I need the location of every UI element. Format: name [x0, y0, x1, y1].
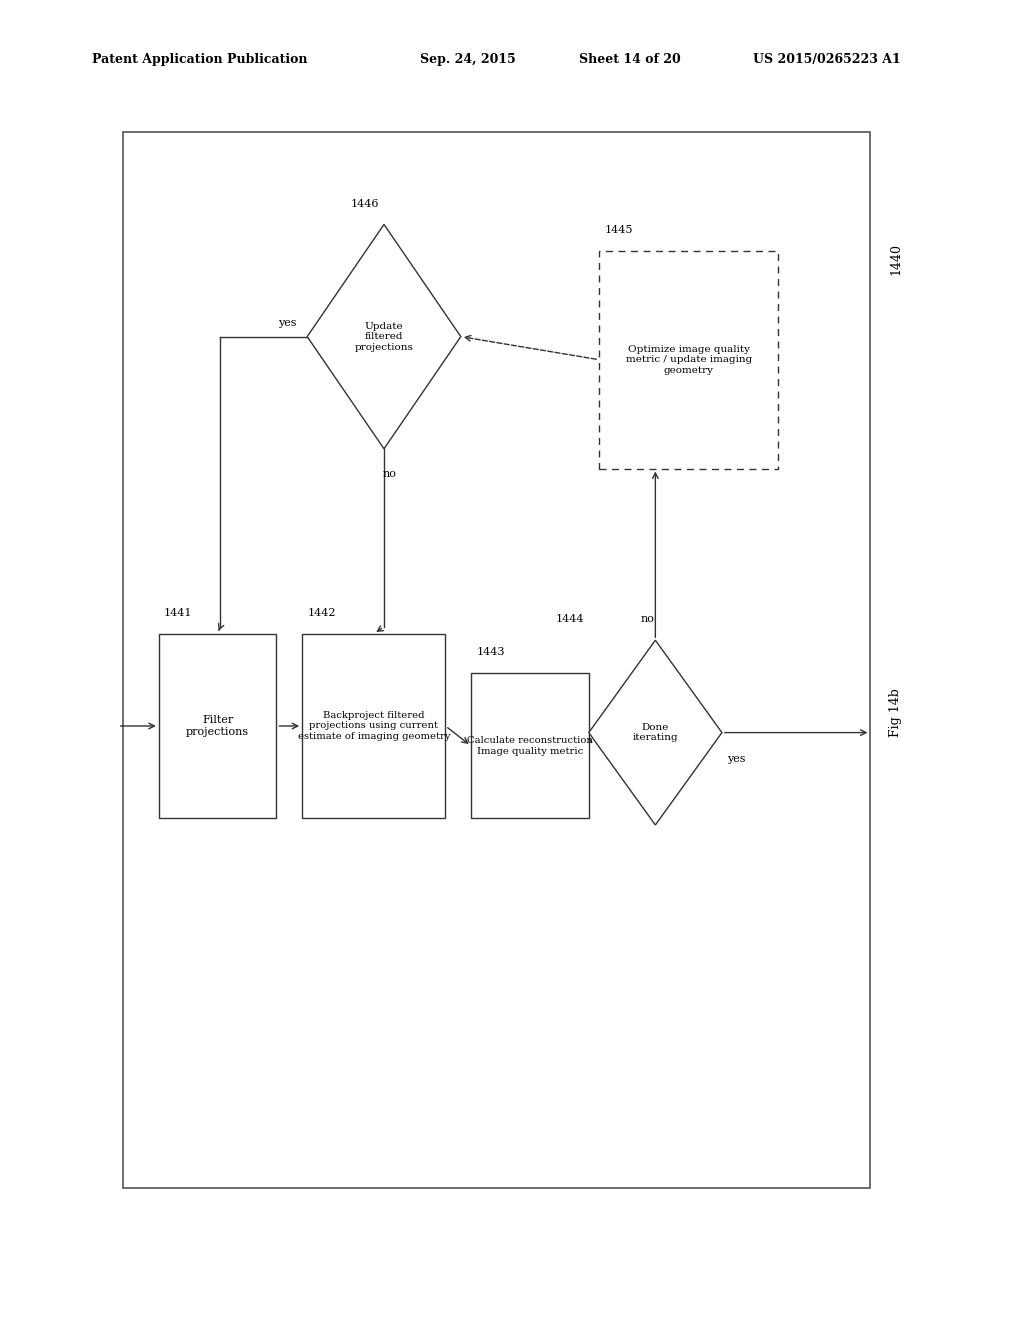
Text: 1444: 1444 — [555, 614, 584, 624]
Bar — [302, 634, 445, 818]
Text: Filter
projections: Filter projections — [186, 715, 249, 737]
Text: no: no — [640, 614, 654, 624]
Polygon shape — [589, 640, 722, 825]
Text: Sep. 24, 2015: Sep. 24, 2015 — [420, 53, 516, 66]
Polygon shape — [307, 224, 461, 449]
Text: Patent Application Publication: Patent Application Publication — [92, 53, 307, 66]
Text: 1440: 1440 — [890, 243, 902, 275]
Text: 1446: 1446 — [350, 198, 379, 209]
Text: Fig 14b: Fig 14b — [890, 688, 902, 738]
Text: 1442: 1442 — [307, 607, 336, 618]
Bar — [159, 634, 276, 818]
Text: 1445: 1445 — [604, 224, 633, 235]
Text: yes: yes — [727, 754, 745, 764]
Text: 1443: 1443 — [476, 647, 505, 657]
Text: Update
filtered
projections: Update filtered projections — [354, 322, 414, 351]
Text: Done
iterating: Done iterating — [633, 723, 678, 742]
Text: US 2015/0265223 A1: US 2015/0265223 A1 — [753, 53, 900, 66]
Bar — [471, 673, 589, 818]
Text: Optimize image quality
metric / update imaging
geometry: Optimize image quality metric / update i… — [626, 345, 752, 375]
Text: Backproject filtered
projections using current
estimate of imaging geometry: Backproject filtered projections using c… — [298, 711, 450, 741]
Text: Calculate reconstruction
Image quality metric: Calculate reconstruction Image quality m… — [467, 737, 593, 755]
Text: no: no — [382, 469, 396, 479]
Text: Sheet 14 of 20: Sheet 14 of 20 — [579, 53, 680, 66]
Bar — [123, 132, 870, 1188]
Bar — [599, 251, 778, 469]
Text: yes: yes — [279, 318, 297, 329]
Text: 1441: 1441 — [164, 607, 193, 618]
